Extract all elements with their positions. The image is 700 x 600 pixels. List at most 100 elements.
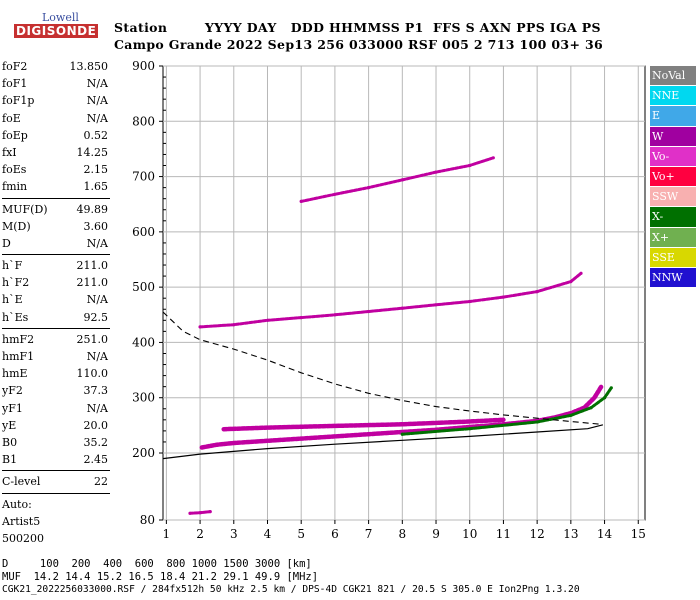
param-value: 110.0 — [76, 367, 109, 381]
y-tick-label: 300 — [132, 391, 155, 405]
footer-muf-line: MUF 14.2 14.4 15.2 16.5 18.4 21.2 29.1 4… — [2, 571, 319, 583]
param-name: B0 — [2, 435, 18, 449]
polarization-legend: NoVal NNE E W Vo- Vo+ SSW X- X+ SSE NNW — [650, 66, 696, 289]
param-row: h`F 211.0 — [2, 257, 110, 274]
x-tick-label: 2 — [196, 527, 204, 541]
param-value: N/A — [86, 94, 108, 108]
legend-item: NoVal — [650, 66, 696, 87]
param-value: 1.65 — [83, 180, 109, 194]
echo-point — [265, 426, 270, 430]
legend-item: X- — [650, 207, 696, 228]
header-line2: Campo Grande 2022 Sep13 256 033000 RSF 0… — [114, 37, 604, 52]
param-row: foEs 2.15 — [2, 161, 110, 178]
echo-point — [265, 318, 270, 322]
echo-point — [501, 295, 505, 299]
echo-point — [198, 511, 202, 515]
param-note: Auto: — [2, 497, 32, 511]
legend-item: NNE — [650, 86, 696, 107]
echo-point — [468, 419, 472, 424]
echo-point — [434, 303, 438, 307]
echo-point — [299, 316, 303, 320]
param-row: foF2 13.850 — [2, 58, 110, 75]
param-row: hmF1 N/A — [2, 348, 110, 365]
echo-trace — [299, 156, 495, 203]
param-name: MUF(D) — [2, 202, 48, 216]
param-value: N/A — [86, 293, 108, 307]
plot-frame — [162, 65, 646, 521]
param-row: fmin 1.65 — [2, 178, 110, 195]
ionospheric-parameters-panel: foF2 13.850 foF1 N/A foF1p N/A foE N/A foEp 0.52 f… — [2, 58, 110, 547]
param-row: foF1 N/A — [2, 75, 110, 92]
param-name: h`Es — [2, 310, 29, 324]
param-separator — [2, 197, 110, 199]
param-name: foF1p — [2, 94, 35, 108]
param-value: N/A — [86, 350, 108, 363]
logo-line2: DIGISONDE — [14, 24, 99, 38]
param-name: foF2 — [2, 60, 28, 73]
y-tick-label: 500 — [132, 280, 155, 294]
param-note: Artist5 — [2, 514, 41, 528]
echo-point — [589, 406, 593, 410]
topside-profile — [162, 311, 602, 425]
legend-item: Vo+ — [650, 166, 696, 188]
param-value: N/A — [86, 77, 108, 91]
param-name: B1 — [2, 453, 18, 467]
param-value: 37.3 — [83, 384, 109, 398]
param-name: h`F2 — [2, 276, 30, 290]
param-row: foF1p N/A — [2, 92, 110, 109]
param-value: 211.0 — [76, 259, 109, 273]
param-row: foEp 0.52 — [2, 127, 110, 144]
echo-point — [468, 299, 472, 304]
echo-point — [400, 422, 404, 426]
param-value: 2.15 — [83, 163, 109, 177]
echo-point — [592, 396, 597, 400]
param-value: 251.0 — [76, 332, 109, 346]
echo-point — [232, 441, 236, 445]
param-name: yE — [2, 418, 17, 432]
param-name: yF2 — [2, 384, 23, 398]
param-name: foF1 — [2, 77, 28, 91]
footer-file-line: CGK21_2022256033000.RSF / 284fx512h 50 k… — [2, 584, 580, 595]
x-tick-label: 7 — [365, 527, 373, 541]
x-tick-label: 9 — [432, 527, 440, 541]
param-separator — [2, 470, 110, 472]
logo-line1: Lowell — [42, 11, 79, 24]
echo-point — [599, 385, 603, 389]
echo-trace — [198, 271, 583, 329]
param-row: B0 35.2 — [2, 434, 110, 451]
param-value: 92.5 — [83, 310, 109, 324]
param-name: h`F — [2, 259, 23, 273]
x-tick-label: 6 — [331, 527, 339, 541]
echo-point — [188, 511, 192, 515]
param-row: h`Es 92.5 — [2, 309, 110, 326]
echo-point — [569, 280, 573, 284]
param-value: N/A — [86, 236, 108, 250]
param-separator — [2, 492, 110, 494]
x-tick-label: 3 — [230, 527, 238, 541]
echo-point — [367, 309, 371, 314]
param-name: M(D) — [2, 219, 31, 233]
y-tick-label: 800 — [132, 114, 155, 128]
param-value: 3.60 — [83, 219, 109, 233]
legend-item: X+ — [650, 227, 696, 248]
param-row: M(D) 3.60 — [2, 218, 110, 235]
param-row: yE 20.0 — [2, 417, 110, 434]
echo-point — [367, 186, 371, 190]
x-tick-label: 13 — [563, 527, 578, 541]
legend-item: SSW — [650, 187, 696, 208]
param-name: h`E — [2, 293, 23, 307]
param-name: fmin — [2, 180, 28, 194]
param-value: N/A — [86, 401, 108, 415]
echo-point — [468, 427, 472, 431]
echo-point — [535, 420, 539, 424]
param-row: D N/A — [2, 235, 110, 252]
echo-point — [491, 156, 495, 160]
param-value: 211.0 — [76, 276, 109, 290]
x-tick-label: 11 — [496, 527, 511, 541]
y-tick-label: 400 — [132, 335, 155, 349]
echo-point — [299, 199, 303, 203]
legend-item: E — [650, 106, 696, 127]
param-row: B1 2.45 — [2, 451, 110, 468]
echo-point — [603, 396, 607, 400]
param-value: 22 — [94, 475, 108, 489]
